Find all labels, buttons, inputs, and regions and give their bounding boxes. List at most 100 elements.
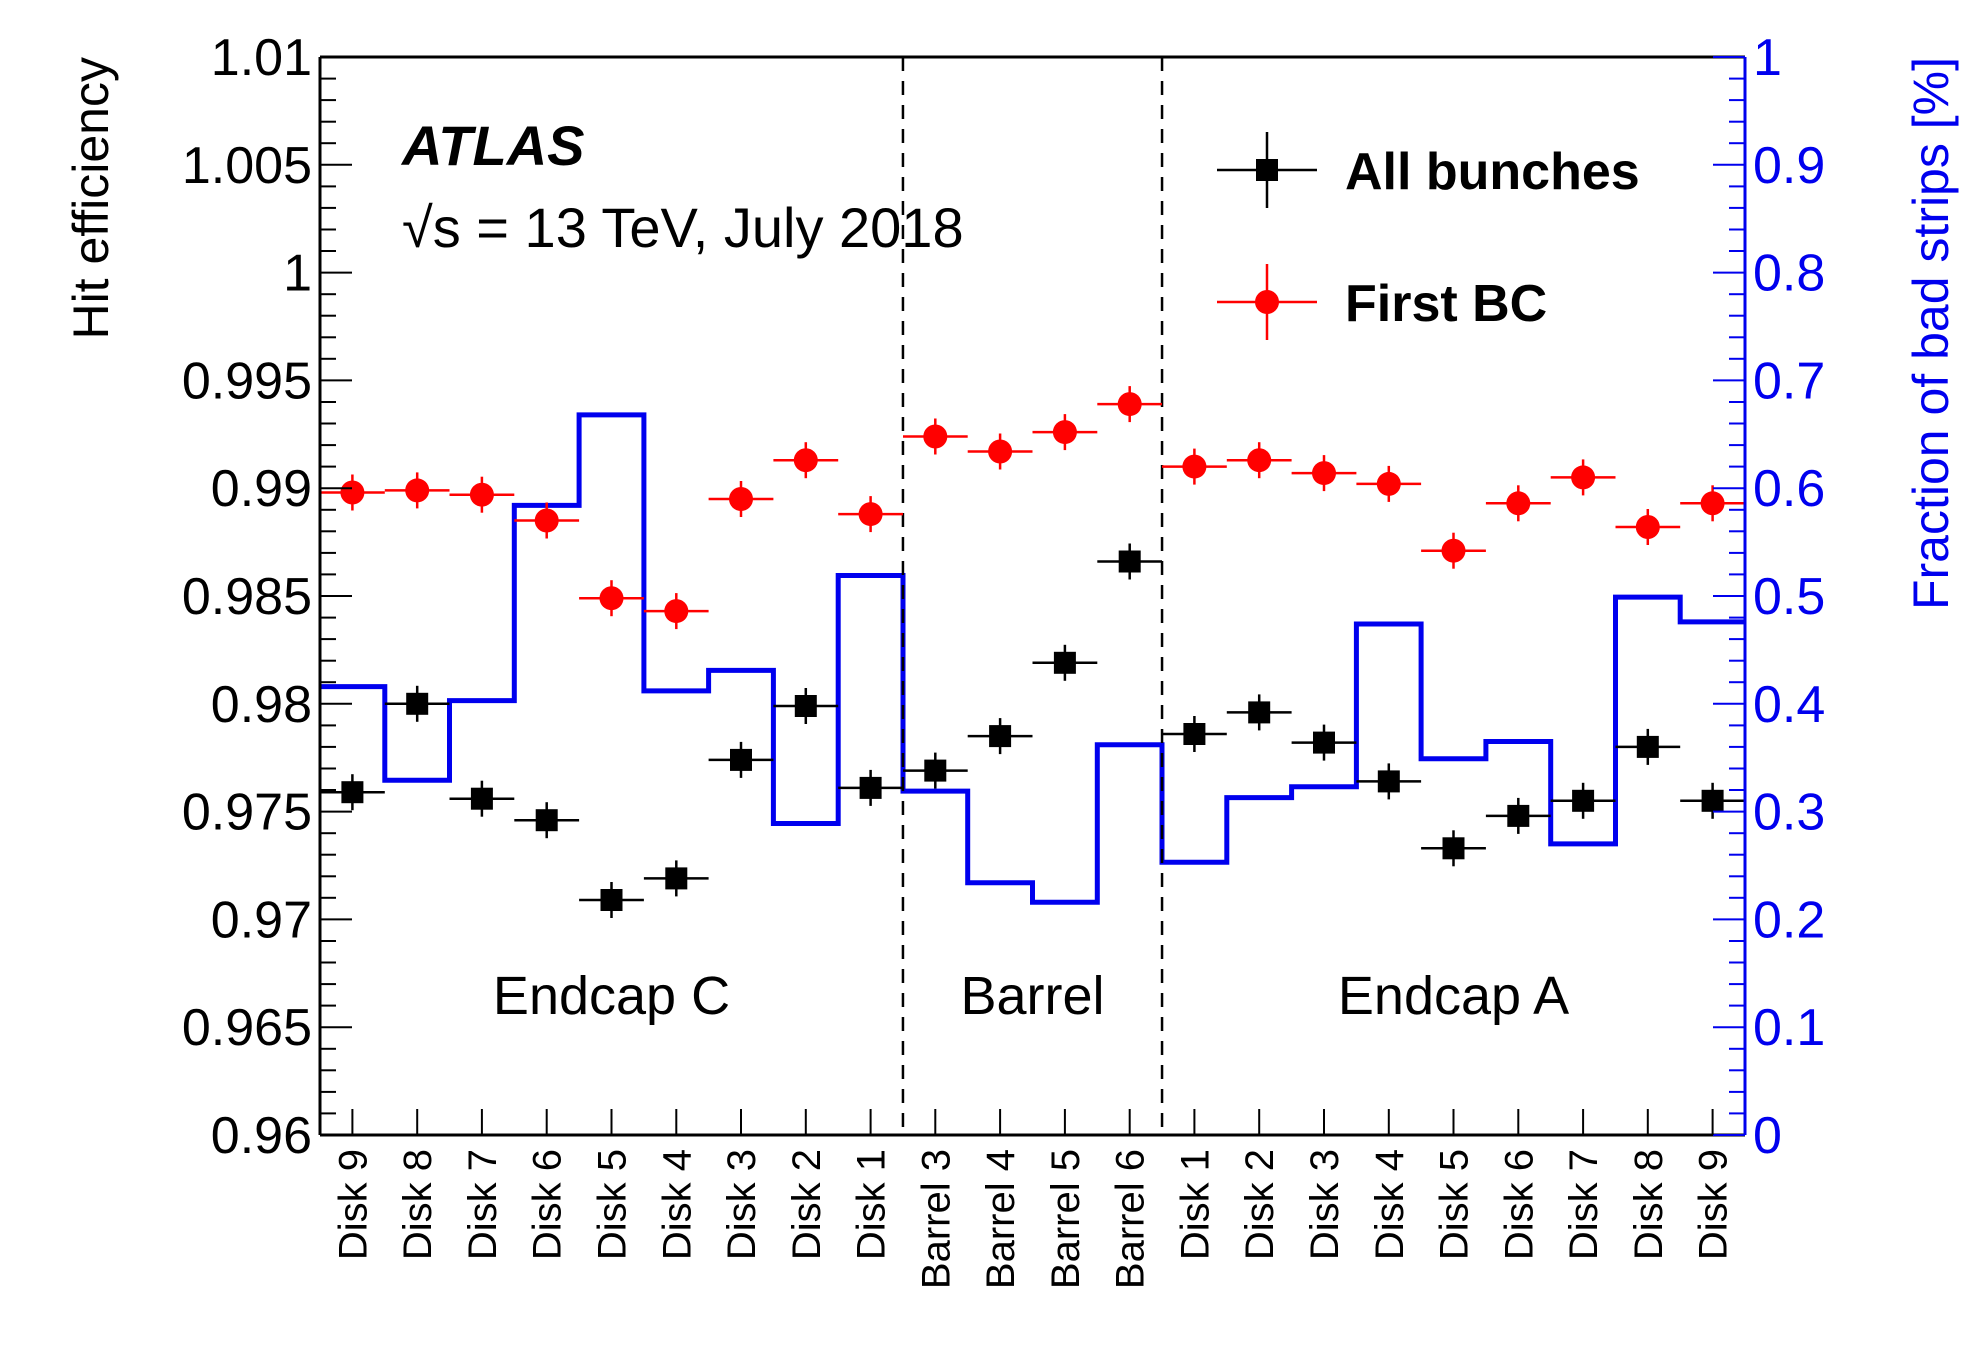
data-point <box>1700 491 1725 516</box>
data-point <box>730 748 752 771</box>
category-label: Disk 4 <box>1368 1149 1412 1260</box>
bad-strips-histogram <box>320 412 1745 905</box>
data-point <box>600 889 623 911</box>
data-point <box>1247 448 1272 473</box>
left-tick-label: 0.97 <box>211 891 312 949</box>
left-axis-title: Hit efficiency <box>63 57 119 340</box>
data-point <box>340 480 365 505</box>
data-point <box>988 439 1013 464</box>
data-point <box>1701 789 1724 812</box>
left-tick-label: 0.99 <box>211 460 312 518</box>
data-point <box>1572 789 1595 812</box>
data-point <box>923 424 948 449</box>
right-tick-label: 0.7 <box>1753 352 1825 410</box>
category-label: Disk 5 <box>1433 1149 1477 1260</box>
data-point <box>1248 701 1271 724</box>
right-axis-title: Fraction of bad strips [%] <box>1903 57 1959 610</box>
data-point <box>469 482 494 507</box>
data-point <box>1053 651 1076 674</box>
category-label: Disk 5 <box>591 1149 635 1260</box>
data-point <box>1182 454 1207 479</box>
category-label: Disk 4 <box>655 1149 699 1260</box>
data-point <box>599 586 624 611</box>
category-label: Disk 9 <box>1692 1149 1736 1260</box>
right-tick-label: 0.8 <box>1753 245 1825 303</box>
data-point <box>1118 550 1141 573</box>
category-label: Disk 3 <box>1303 1149 1347 1260</box>
category-label: Disk 7 <box>1562 1149 1606 1260</box>
data-point <box>1376 471 1401 496</box>
category-label: Disk 3 <box>720 1149 764 1260</box>
data-point <box>858 502 883 527</box>
region-label: Endcap C <box>493 966 730 1026</box>
right-tick-label: 0.2 <box>1753 891 1825 949</box>
legend-item: All bunches <box>1217 132 1640 208</box>
data-point <box>1442 837 1465 860</box>
atlas-label: ATLAS <box>400 114 585 177</box>
left-tick-label: 0.995 <box>182 352 312 410</box>
right-tick-label: 0.1 <box>1753 999 1825 1057</box>
data-point <box>405 478 430 503</box>
category-label: Barrel 3 <box>914 1149 958 1289</box>
left-tick-label: 1.01 <box>211 29 312 87</box>
category-label: Barrel 4 <box>979 1149 1023 1289</box>
data-point <box>1183 723 1206 745</box>
left-tick-label: 0.965 <box>182 999 312 1057</box>
data-point <box>534 508 559 533</box>
data-point <box>1506 491 1531 516</box>
right-tick-label: 0.6 <box>1753 460 1825 518</box>
category-label: Disk 9 <box>331 1149 375 1260</box>
category-label: Disk 8 <box>396 1149 440 1260</box>
data-point <box>1441 538 1466 563</box>
left-tick-label: 0.96 <box>211 1107 312 1165</box>
data-point <box>1507 804 1530 827</box>
series-all-bunches <box>320 543 1745 918</box>
left-tick-label: 0.98 <box>211 676 312 734</box>
region-label: Barrel <box>960 966 1104 1026</box>
category-label: Barrel 6 <box>1109 1149 1153 1289</box>
data-point <box>794 695 817 717</box>
left-tick-label: 0.985 <box>182 568 312 626</box>
right-tick-label: 1 <box>1753 29 1782 87</box>
bad-strips-step-line <box>320 412 1745 905</box>
data-point <box>1635 515 1660 539</box>
right-tick-label: 0.3 <box>1753 784 1825 842</box>
category-label: Disk 1 <box>1173 1149 1217 1260</box>
data-point <box>341 781 364 804</box>
category-label: Disk 1 <box>850 1149 894 1260</box>
legend-marker <box>1255 290 1279 314</box>
data-point <box>1377 770 1400 793</box>
annotations: Endcap C Barrel Endcap A ATLAS √s = 13 TeV, … <box>400 114 1640 1026</box>
category-label: Disk 8 <box>1627 1149 1671 1260</box>
category-label: Disk 2 <box>1238 1149 1282 1260</box>
data-point <box>1117 392 1142 417</box>
data-point <box>793 448 818 473</box>
data-point <box>1312 461 1336 486</box>
legend-marker <box>1256 159 1278 181</box>
category-label: Disk 7 <box>461 1149 505 1260</box>
data-point <box>1052 420 1077 445</box>
data-point <box>535 809 558 832</box>
data-point <box>1571 465 1596 490</box>
legend-label: First BC <box>1345 275 1547 333</box>
left-tick-label: 1 <box>283 245 312 303</box>
right-tick-label: 0.5 <box>1753 568 1825 626</box>
axes: 1.01 1.005 1 0.995 0.99 0.985 0.98 0.975 0.97 0.9… <box>63 29 1959 1289</box>
data-point <box>859 776 882 799</box>
data-point <box>1636 735 1659 758</box>
left-tick-label: 1.005 <box>182 137 312 195</box>
data-point <box>664 599 689 624</box>
data-point <box>1313 731 1335 754</box>
efficiency-markers <box>320 386 1745 918</box>
right-tick-label: 0.9 <box>1753 137 1825 195</box>
category-label: Barrel 5 <box>1044 1149 1088 1289</box>
data-point <box>729 487 753 511</box>
energy-label: √s = 13 TeV, July 2018 <box>402 196 964 259</box>
region-dividers <box>901 57 1164 1135</box>
series-first-bc <box>320 386 1745 630</box>
legend-label: All bunches <box>1345 143 1640 201</box>
right-tick-label: 0.4 <box>1753 676 1825 734</box>
region-label: Endcap A <box>1338 966 1569 1026</box>
category-label: Disk 6 <box>1497 1149 1541 1260</box>
